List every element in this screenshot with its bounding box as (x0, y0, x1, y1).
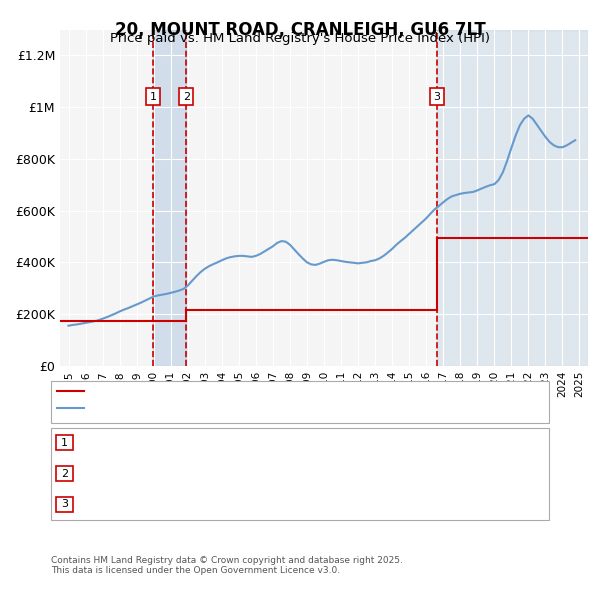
Text: £495,000: £495,000 (261, 500, 314, 509)
Text: 36% ↓ HPI: 36% ↓ HPI (381, 469, 440, 478)
Text: 1: 1 (61, 438, 68, 448)
Text: 1: 1 (149, 92, 157, 101)
Text: £172,500: £172,500 (261, 438, 314, 448)
Bar (153, 30, 187, 366)
Text: £215,000: £215,000 (261, 469, 314, 478)
Text: HPI: Average price, detached house, Waverley: HPI: Average price, detached house, Wave… (90, 403, 348, 412)
Text: 2: 2 (183, 92, 190, 101)
Text: 20, MOUNT ROAD, CRANLEIGH, GU6 7LT: 20, MOUNT ROAD, CRANLEIGH, GU6 7LT (115, 21, 485, 39)
Text: 3: 3 (433, 92, 440, 101)
Text: 2: 2 (61, 469, 68, 478)
Text: Contains HM Land Registry data © Crown copyright and database right 2025.
This d: Contains HM Land Registry data © Crown c… (51, 556, 403, 575)
Text: 32% ↓ HPI: 32% ↓ HPI (381, 500, 440, 509)
Text: 23-DEC-1999: 23-DEC-1999 (84, 438, 158, 448)
Text: 15-AUG-2016: 15-AUG-2016 (84, 500, 158, 509)
Text: 3: 3 (61, 500, 68, 509)
Bar (437, 30, 588, 366)
Text: 20, MOUNT ROAD, CRANLEIGH, GU6 7LT (detached house): 20, MOUNT ROAD, CRANLEIGH, GU6 7LT (deta… (90, 386, 415, 396)
Text: Price paid vs. HM Land Registry's House Price Index (HPI): Price paid vs. HM Land Registry's House … (110, 32, 490, 45)
Text: 36% ↓ HPI: 36% ↓ HPI (381, 438, 440, 448)
Text: 07-DEC-2001: 07-DEC-2001 (84, 469, 157, 478)
